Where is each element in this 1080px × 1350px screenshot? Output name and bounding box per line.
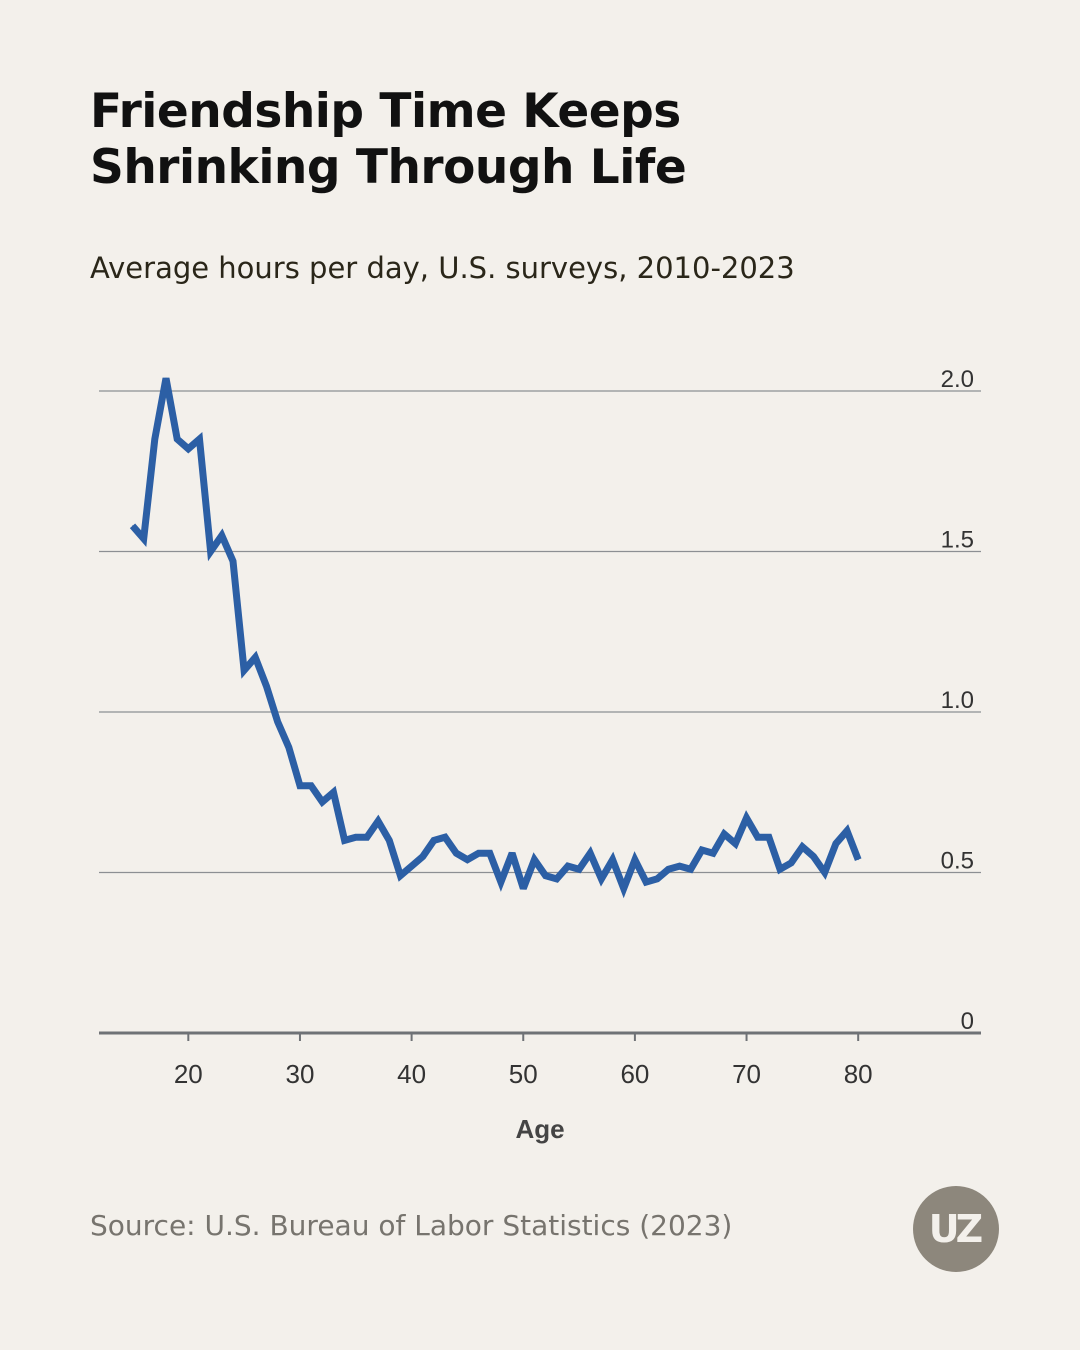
data-point-age-25 bbox=[243, 669, 245, 671]
data-point-age-50 bbox=[522, 888, 524, 890]
data-point-age-56 bbox=[589, 852, 591, 854]
data-point-age-16 bbox=[143, 538, 145, 540]
data-point-age-76 bbox=[813, 855, 815, 857]
data-point-age-31 bbox=[310, 785, 312, 787]
data-point-age-36 bbox=[366, 836, 368, 838]
data-point-age-34 bbox=[344, 839, 346, 841]
data-point-age-68 bbox=[723, 833, 725, 835]
data-point-age-29 bbox=[288, 746, 290, 748]
chart-title-line-1: Friendship Time Keeps bbox=[90, 84, 681, 139]
x-tick-label: 30 bbox=[286, 1059, 315, 1089]
data-point-age-19 bbox=[176, 438, 178, 440]
data-point-age-17 bbox=[154, 438, 156, 440]
data-point-age-40 bbox=[411, 865, 413, 867]
data-point-age-73 bbox=[779, 868, 781, 870]
data-point-age-37 bbox=[377, 820, 379, 822]
data-point-age-24 bbox=[232, 560, 234, 562]
x-tick-label: 80 bbox=[844, 1059, 873, 1089]
data-point-age-47 bbox=[489, 852, 491, 854]
brand-logo: UZ bbox=[913, 1186, 999, 1272]
chart-subtitle: Average hours per day, U.S. surveys, 201… bbox=[90, 251, 795, 285]
x-tick-label: 40 bbox=[397, 1059, 426, 1089]
x-tick-label: 20 bbox=[174, 1059, 203, 1089]
data-point-age-57 bbox=[600, 878, 602, 880]
data-point-age-21 bbox=[198, 438, 200, 440]
data-point-age-35 bbox=[355, 836, 357, 838]
data-point-age-15 bbox=[131, 525, 133, 527]
data-point-age-28 bbox=[277, 721, 279, 723]
x-axis-tick-labels: 20 30 40 50 60 70 80 bbox=[174, 1059, 873, 1089]
x-axis-label: Age bbox=[515, 1114, 564, 1144]
data-point-age-67 bbox=[712, 852, 714, 854]
data-point-age-26 bbox=[254, 656, 256, 658]
data-point-age-80 bbox=[857, 859, 859, 861]
x-tick-label: 70 bbox=[732, 1059, 761, 1089]
data-point-age-54 bbox=[567, 865, 569, 867]
data-point-age-70 bbox=[746, 817, 748, 819]
data-point-age-48 bbox=[500, 881, 502, 883]
data-point-age-66 bbox=[701, 849, 703, 851]
y-tick-label: 2.0 bbox=[941, 366, 974, 393]
data-point-age-42 bbox=[433, 839, 435, 841]
data-point-age-71 bbox=[757, 836, 759, 838]
data-point-age-62 bbox=[656, 878, 658, 880]
data-point-age-75 bbox=[801, 846, 803, 848]
gridlines bbox=[99, 390, 981, 874]
data-point-age-39 bbox=[399, 875, 401, 877]
line-chart: 0 0.5 1.0 1.5 2.0 20 30 40 50 60 70 80 Age bbox=[99, 366, 981, 1144]
data-point-age-79 bbox=[846, 830, 848, 832]
x-axis bbox=[99, 1031, 981, 1041]
data-point-age-69 bbox=[734, 843, 736, 845]
data-point-age-33 bbox=[332, 791, 334, 793]
data-point-age-74 bbox=[790, 862, 792, 864]
data-point-age-45 bbox=[466, 859, 468, 861]
y-tick-label: 0.5 bbox=[941, 848, 974, 875]
data-point-age-43 bbox=[444, 836, 446, 838]
y-axis-tick-labels: 0 0.5 1.0 1.5 2.0 bbox=[941, 366, 974, 1035]
chart-title: Friendship Time Keeps Shrinking Through … bbox=[90, 84, 990, 196]
data-point-age-64 bbox=[679, 865, 681, 867]
data-point-age-32 bbox=[321, 801, 323, 803]
chart-title-line-2: Shrinking Through Life bbox=[90, 140, 687, 195]
data-point-age-63 bbox=[667, 868, 669, 870]
data-point-age-30 bbox=[299, 785, 301, 787]
x-tick-label: 50 bbox=[509, 1059, 538, 1089]
data-point-age-61 bbox=[645, 881, 647, 883]
data-point-age-41 bbox=[422, 855, 424, 857]
brand-logo-text: UZ bbox=[928, 1207, 983, 1251]
data-point-age-27 bbox=[265, 685, 267, 687]
data-point-age-52 bbox=[545, 875, 547, 877]
data-point-age-60 bbox=[634, 859, 636, 861]
data-point-age-46 bbox=[478, 852, 480, 854]
source-note: Source: U.S. Bureau of Labor Statistics … bbox=[90, 1209, 733, 1242]
data-point-age-58 bbox=[612, 859, 614, 861]
series-layer bbox=[129, 377, 862, 899]
data-point-age-51 bbox=[533, 859, 535, 861]
data-point-age-55 bbox=[578, 868, 580, 870]
x-tick-label: 60 bbox=[620, 1059, 649, 1089]
data-point-age-22 bbox=[210, 551, 212, 552]
data-point-age-78 bbox=[835, 843, 837, 845]
data-point-age-59 bbox=[623, 888, 625, 890]
data-point-age-77 bbox=[824, 872, 826, 873]
data-point-age-65 bbox=[690, 868, 692, 870]
data-point-age-53 bbox=[556, 878, 558, 880]
data-point-age-38 bbox=[388, 839, 390, 841]
y-tick-label: 0 bbox=[961, 1008, 974, 1035]
series-line-0 bbox=[129, 377, 862, 899]
data-point-age-20 bbox=[187, 448, 189, 450]
y-tick-label: 1.0 bbox=[941, 687, 974, 714]
data-point-age-49 bbox=[511, 852, 513, 854]
data-point-age-44 bbox=[455, 852, 457, 854]
data-point-age-72 bbox=[768, 836, 770, 838]
data-point-age-23 bbox=[221, 534, 223, 536]
data-point-age-18 bbox=[165, 377, 167, 379]
y-tick-label: 1.5 bbox=[941, 527, 974, 554]
